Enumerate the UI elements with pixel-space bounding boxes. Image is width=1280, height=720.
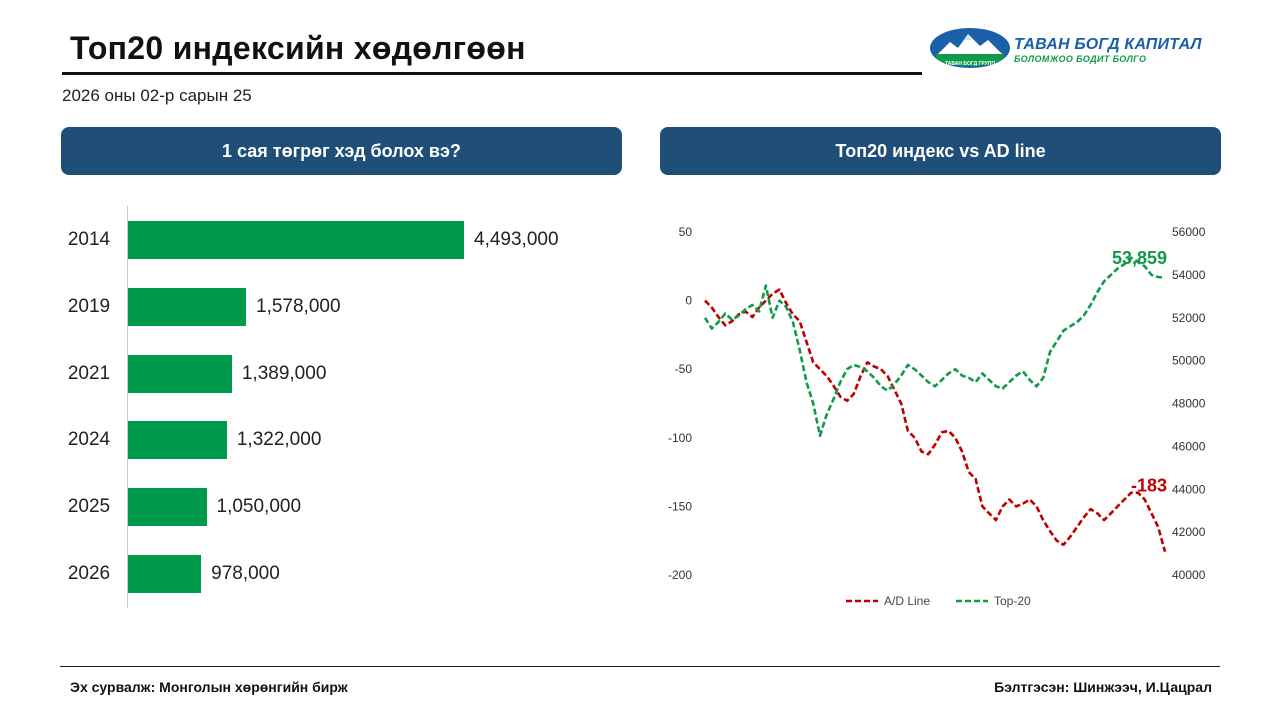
bar-row-2014: 2014 4,493,000 — [60, 221, 660, 259]
bar — [128, 421, 227, 460]
report-date: 2026 оны 02-р сарын 25 — [62, 86, 252, 105]
bar — [128, 354, 232, 393]
page-title: Топ20 индексийн хөдөлгөөн — [70, 30, 526, 66]
logo-name: ТАВАН БОГД КАПИТАЛ — [1014, 36, 1202, 53]
bar — [128, 488, 207, 527]
left-axis-tick: -150 — [668, 499, 692, 513]
ad-line-series — [704, 288, 1167, 553]
footer-source: Эх сурвалж: Монголын хөрөнгийн бирж — [70, 679, 348, 695]
bar — [128, 287, 246, 326]
right-axis-tick: 40000 — [1172, 568, 1206, 582]
bar-value-label: 1,322,000 — [236, 429, 322, 451]
bar-value-label: 1,389,000 — [241, 362, 327, 384]
bar-category-label: 2025 — [67, 496, 111, 518]
right-axis-tick: 48000 — [1172, 397, 1206, 411]
line-chart: 50 0 -50 -100 -150 -200 56000 54000 52000 50000 48… — [668, 225, 1206, 608]
left-axis-tick: -100 — [668, 431, 692, 445]
logo-small-text: ТАВАН БОГД ГРУПП — [945, 61, 995, 67]
right-axis-tick: 44000 — [1172, 482, 1206, 496]
bar-row-2025: 2025 1,050,000 — [60, 488, 660, 527]
bar-row-2024: 2024 1,322,000 — [60, 421, 660, 460]
company-logo: ТАВАН БОГД ГРУПП — [930, 28, 1010, 68]
right-axis-tick: 56000 — [1172, 225, 1206, 239]
right-axis-tick: 54000 — [1172, 268, 1206, 282]
series-end-label: 53,859 — [1112, 248, 1167, 268]
bar-panel-title: 1 сая төгрөг хэд болох вэ? — [222, 140, 461, 161]
top20-series — [703, 256, 1166, 437]
line-panel-header: Топ20 индекс vs AD line — [660, 127, 1221, 175]
bar-category-label: 2014 — [67, 229, 111, 250]
legend-label: Top-20 — [994, 594, 1031, 608]
bar-row-2026: 2026 978,000 — [60, 555, 660, 593]
left-axis-tick: -50 — [675, 362, 693, 376]
footer-divider — [60, 666, 1220, 667]
bar-value-label: 1,050,000 — [216, 496, 302, 518]
left-axis-tick: -200 — [668, 568, 692, 582]
bar-category-label: 2026 — [67, 563, 111, 584]
bar-value-label: 4,493,000 — [474, 229, 559, 250]
bar — [128, 555, 202, 593]
legend-label: A/D Line — [884, 594, 930, 608]
line-panel-title: Топ20 индекс vs AD line — [835, 140, 1046, 161]
title-underline — [62, 72, 922, 75]
bar-category-label: 2019 — [67, 295, 111, 317]
bar-row-2019: 2019 1,578,000 — [60, 287, 660, 326]
bar-panel-header: 1 сая төгрөг хэд болох вэ? — [61, 127, 622, 175]
footer-author: Бэлтгэсэн: Шинжээч, И.Цацрал — [994, 679, 1212, 695]
bar-category-label: 2024 — [67, 429, 111, 451]
left-axis-tick: 50 — [679, 225, 693, 239]
right-axis-tick: 52000 — [1172, 311, 1206, 325]
bar-chart-axis — [127, 206, 128, 608]
bar-value-label: 1,578,000 — [256, 295, 341, 317]
bar-value-label: 978,000 — [211, 563, 280, 584]
right-axis-tick: 46000 — [1172, 439, 1206, 453]
bar-category-label: 2021 — [67, 362, 111, 384]
right-axis-tick: 50000 — [1172, 354, 1206, 368]
bar-row-2021: 2021 1,389,000 — [60, 354, 660, 393]
right-axis-tick: 42000 — [1172, 525, 1206, 539]
bar — [128, 221, 464, 259]
logo-tagline: БОЛОМЖОО БОДИТ БОЛГО — [1014, 54, 1147, 64]
series-end-label: -183 — [1131, 476, 1167, 496]
left-axis-tick: 0 — [685, 294, 692, 308]
